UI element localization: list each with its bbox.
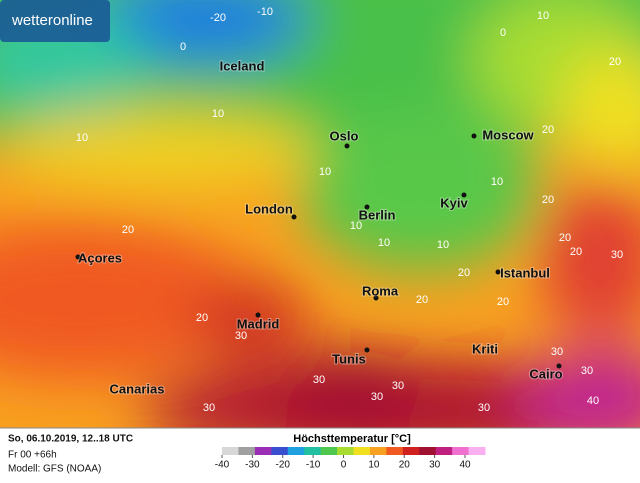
place-label: Cairo	[529, 366, 562, 381]
isoline-label: 30	[392, 380, 404, 392]
isoline-label: 20	[559, 232, 571, 244]
city-dot	[373, 295, 379, 301]
place-label: Roma	[362, 283, 399, 298]
legend-swatch	[419, 447, 437, 455]
legend-swatch	[304, 447, 322, 455]
isoline-label: 20	[542, 194, 554, 206]
legend-tick-label: 0	[341, 460, 347, 471]
run-info: Fr 00 +66h	[8, 450, 57, 461]
isoline-label: 30	[581, 365, 593, 377]
isoline-label: 30	[611, 249, 623, 261]
isoline-label: 10	[350, 220, 362, 232]
legend-swatch	[238, 447, 256, 455]
place-label: Iceland	[220, 58, 265, 73]
legend-tick-label: 20	[399, 460, 411, 471]
legend-swatch	[337, 447, 354, 455]
place-label: Kriti	[472, 341, 498, 356]
legend-tick-label: -30	[245, 460, 260, 471]
legend-swatch	[386, 447, 404, 455]
isoline-label: 20	[609, 56, 621, 68]
valid-time: So, 06.10.2019, 12..18 UTC	[8, 434, 133, 445]
legend-tick-label: 10	[368, 460, 380, 471]
temperature-field: wetteronline	[0, 0, 640, 428]
legend-swatch	[452, 447, 470, 455]
isoline-label: 10	[437, 239, 449, 251]
place-label: Canarias	[110, 381, 165, 396]
isoline-label: 20	[458, 267, 470, 279]
city-dot	[364, 347, 370, 353]
place-label: Açores	[78, 250, 122, 265]
legend-tick-label: -20	[276, 460, 291, 471]
isoline-label: 10	[537, 10, 549, 22]
isoline-label: 10	[491, 176, 503, 188]
place-label: Berlin	[359, 207, 396, 222]
isoline-label: 10	[319, 166, 331, 178]
model-info: Modell: GFS (NOAA)	[8, 464, 101, 475]
city-dot	[471, 133, 477, 139]
legend-tick-label: 30	[429, 460, 441, 471]
isoline-label: -20	[210, 12, 226, 24]
isoline-label: 30	[313, 374, 325, 386]
legend-swatch	[402, 447, 420, 455]
place-label: Kyiv	[440, 195, 468, 210]
isoline-label: 10	[212, 108, 224, 120]
place-label: London	[245, 201, 293, 216]
city-dot	[344, 143, 350, 149]
isoline-label: 20	[416, 294, 428, 306]
legend-swatch	[320, 447, 338, 455]
legend-swatch	[468, 447, 486, 455]
legend-swatch	[287, 447, 305, 455]
isoline-label: 30	[235, 330, 247, 342]
place-label: Madrid	[237, 316, 280, 331]
legend-swatch	[222, 447, 239, 455]
isoline-label: 0	[500, 27, 506, 39]
legend-swatch	[271, 447, 289, 455]
city-dot	[461, 192, 467, 198]
isoline-label: 20	[570, 246, 582, 258]
legend-title: Höchsttemperatur [°C]	[293, 433, 411, 445]
isoline-label: 30	[478, 402, 490, 414]
isoline-label: 10	[76, 132, 88, 144]
isoline-label: 30	[203, 402, 215, 414]
city-dot	[495, 269, 501, 275]
legend-swatch	[435, 447, 453, 455]
legend-tick-label: -10	[306, 460, 321, 471]
city-dot	[556, 363, 562, 369]
place-label: Oslo	[330, 128, 359, 143]
legend-swatch	[369, 447, 387, 455]
legend-tick-label: -40	[215, 460, 230, 471]
city-dot	[75, 254, 81, 260]
isoline-label: 30	[551, 346, 563, 358]
isoline-label: 20	[542, 124, 554, 136]
logo: wetteronline	[11, 12, 93, 29]
isoline-label: 0	[180, 41, 186, 53]
place-label: Moscow	[482, 127, 534, 142]
place-label: Istanbul	[500, 265, 550, 280]
isoline-label: 20	[196, 312, 208, 324]
isoline-label: 20	[497, 296, 509, 308]
city-dot	[255, 312, 261, 318]
isoline-label: 40	[587, 395, 599, 407]
city-dot	[291, 214, 297, 220]
isoline-label: -10	[257, 6, 273, 18]
legend-tick-label: 40	[459, 460, 471, 471]
isoline-label: 20	[122, 224, 134, 236]
isoline-label: 10	[378, 237, 390, 249]
legend-swatch	[353, 447, 371, 455]
city-dot	[364, 204, 370, 210]
place-label: Tunis	[332, 351, 366, 366]
legend-swatch	[254, 447, 272, 455]
isoline-label: 30	[371, 391, 383, 403]
